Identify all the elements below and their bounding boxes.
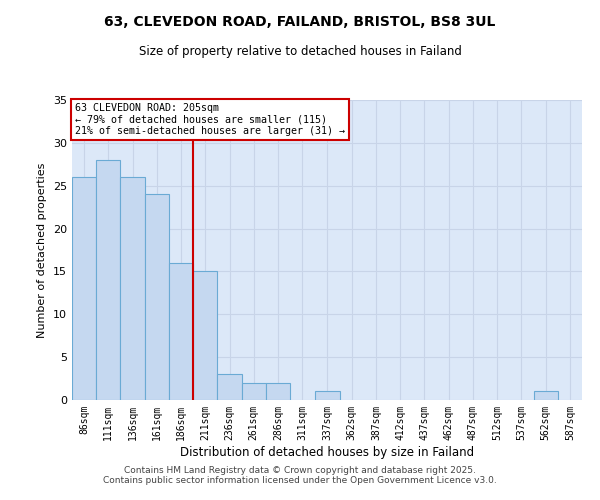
Bar	[72, 177, 96, 400]
Bar	[145, 194, 169, 400]
Bar	[533, 392, 558, 400]
X-axis label: Distribution of detached houses by size in Failand: Distribution of detached houses by size …	[180, 446, 474, 458]
Bar	[242, 383, 266, 400]
Bar	[169, 263, 193, 400]
Bar	[217, 374, 242, 400]
Text: 63 CLEVEDON ROAD: 205sqm
← 79% of detached houses are smaller (115)
21% of semi-: 63 CLEVEDON ROAD: 205sqm ← 79% of detach…	[74, 103, 344, 136]
Bar	[96, 160, 121, 400]
Y-axis label: Number of detached properties: Number of detached properties	[37, 162, 47, 338]
Text: Size of property relative to detached houses in Failand: Size of property relative to detached ho…	[139, 45, 461, 58]
Text: Contains HM Land Registry data © Crown copyright and database right 2025.
Contai: Contains HM Land Registry data © Crown c…	[103, 466, 497, 485]
Bar	[316, 392, 340, 400]
Bar	[121, 177, 145, 400]
Bar	[193, 272, 217, 400]
Bar	[266, 383, 290, 400]
Text: 63, CLEVEDON ROAD, FAILAND, BRISTOL, BS8 3UL: 63, CLEVEDON ROAD, FAILAND, BRISTOL, BS8…	[104, 15, 496, 29]
